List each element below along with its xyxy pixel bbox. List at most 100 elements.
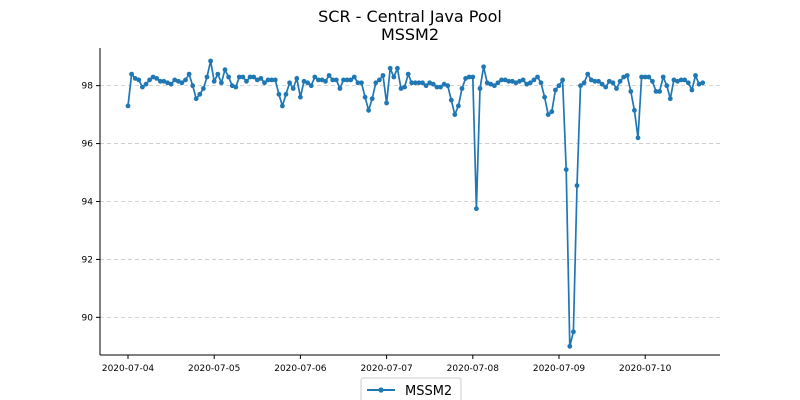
data-point [653,89,659,94]
data-point [287,80,292,86]
x-tick-label: 2020-07-10 [619,364,672,374]
data-point [402,84,407,90]
data-point [538,80,544,86]
data-point [265,77,271,83]
data-point [125,103,131,109]
data-point [689,87,695,93]
data-point [161,78,167,84]
data-point [150,74,156,80]
data-point [660,74,666,80]
data-point [617,78,623,84]
data-point [244,78,249,84]
data-point [186,71,192,77]
x-tick-label: 2020-07-07 [360,364,412,374]
data-point [147,77,153,83]
chart-title: SCR - Central Java Pool [318,7,502,26]
data-point [154,76,160,81]
x-tick-label: 2020-07-08 [447,364,500,374]
x-tick-label: 2020-07-06 [274,364,327,374]
data-point [226,74,232,80]
data-point [574,183,580,189]
data-point [517,78,522,84]
data-point [412,80,418,86]
data-point [377,77,382,83]
data-point [556,83,562,89]
data-point [395,65,400,71]
data-point [642,74,648,80]
data-point [280,103,285,109]
data-point [581,80,587,86]
data-point [632,107,637,113]
data-point [179,80,185,86]
data-point [168,81,174,87]
data-point [639,74,644,80]
data-point [682,77,688,83]
data-point [456,103,461,109]
data-point [571,329,576,335]
chart-subtitle: MSSM2 [381,25,439,44]
data-point [560,77,565,83]
data-point [466,74,472,80]
data-point [434,84,440,90]
data-point [157,78,163,84]
data-point [323,78,328,84]
data-point [509,78,515,84]
data-point [269,77,275,83]
data-point [262,80,267,86]
data-point [685,80,691,86]
data-point [326,73,332,78]
legend-label-mssm2: MSSM2 [405,384,452,399]
data-point [700,80,706,86]
legend-point-marker [378,387,384,393]
data-point [183,77,188,83]
data-point [172,77,178,83]
data-point [492,83,497,89]
y-axis-ticks: 90 92 94 96 98 [82,82,100,323]
data-point [236,74,242,80]
data-point [251,74,257,80]
data-point [430,81,436,87]
data-point [438,84,443,90]
data-point [330,77,336,83]
data-point [675,78,680,84]
data-point [294,76,300,81]
data-point [312,74,318,80]
data-point [258,76,264,81]
data-point [650,78,655,84]
data-point [635,135,641,141]
data-point [535,74,540,80]
data-point [398,86,404,91]
data-point [693,73,698,78]
data-point [646,74,652,80]
data-point [254,77,260,83]
data-point [592,78,598,84]
data-point [524,81,530,87]
data-point [201,86,206,91]
data-point [553,87,558,93]
data-point [215,71,221,77]
data-point [229,83,235,89]
data-point [305,80,310,86]
y-tick-label: 94 [82,198,94,208]
y-tick-label: 92 [82,255,93,265]
x-tick-label: 2020-07-04 [102,364,155,374]
data-point [409,80,415,86]
data-point [276,91,282,97]
data-point [283,91,289,97]
data-point [129,71,135,77]
data-point [240,74,246,80]
data-point [459,86,465,91]
data-point [596,78,601,84]
data-point [380,73,386,78]
data-point [308,83,314,89]
data-point [502,77,508,83]
data-point [369,96,375,102]
data-point [614,86,619,91]
legend-frame [360,377,462,400]
data-point [355,80,361,86]
data-point [247,74,253,80]
data-point [671,77,677,83]
data-point [423,83,429,89]
data-point [298,94,303,100]
data-point [190,83,196,89]
